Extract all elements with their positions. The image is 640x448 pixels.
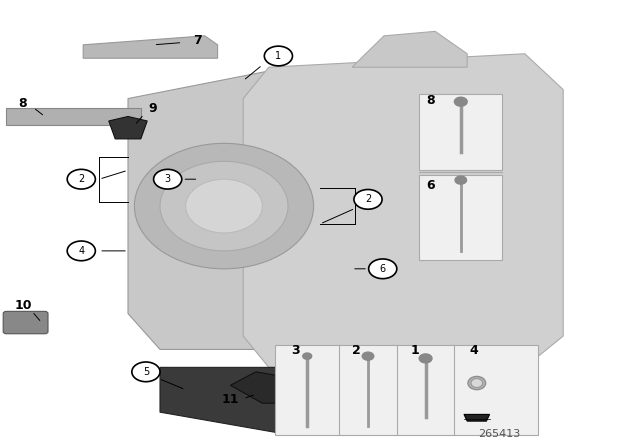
Text: 3: 3 — [164, 174, 171, 184]
Text: 1: 1 — [275, 51, 282, 61]
Circle shape — [303, 353, 312, 359]
Text: 6: 6 — [426, 179, 435, 193]
Circle shape — [160, 161, 288, 251]
Circle shape — [454, 97, 467, 106]
Circle shape — [455, 176, 467, 184]
Text: 4: 4 — [78, 246, 84, 256]
Polygon shape — [243, 54, 563, 367]
Text: 8: 8 — [426, 94, 435, 108]
Polygon shape — [230, 372, 282, 403]
Text: 11: 11 — [221, 393, 239, 406]
Circle shape — [186, 179, 262, 233]
Polygon shape — [6, 108, 141, 125]
Text: 2: 2 — [78, 174, 84, 184]
Circle shape — [134, 143, 314, 269]
Circle shape — [419, 354, 432, 363]
FancyBboxPatch shape — [419, 94, 502, 170]
Circle shape — [67, 241, 95, 261]
Circle shape — [132, 362, 160, 382]
Text: 1: 1 — [410, 344, 419, 357]
Circle shape — [67, 169, 95, 189]
Text: 7: 7 — [193, 34, 202, 47]
Circle shape — [369, 259, 397, 279]
Ellipse shape — [468, 376, 486, 390]
FancyBboxPatch shape — [419, 175, 502, 260]
Polygon shape — [160, 367, 320, 435]
Text: 5: 5 — [143, 367, 149, 377]
FancyBboxPatch shape — [275, 345, 538, 435]
Polygon shape — [464, 414, 490, 421]
Text: 265413: 265413 — [478, 429, 520, 439]
Polygon shape — [83, 36, 218, 58]
Text: 10: 10 — [15, 299, 33, 312]
Text: 9: 9 — [148, 102, 157, 115]
Text: 6: 6 — [380, 264, 386, 274]
Polygon shape — [352, 31, 467, 67]
Circle shape — [154, 169, 182, 189]
Circle shape — [264, 46, 292, 66]
Text: 4: 4 — [469, 344, 478, 357]
Circle shape — [362, 352, 374, 360]
Text: 2: 2 — [352, 344, 361, 357]
Polygon shape — [109, 116, 147, 139]
Text: 8: 8 — [18, 96, 27, 110]
FancyBboxPatch shape — [3, 311, 48, 334]
Polygon shape — [128, 67, 333, 349]
Text: 2: 2 — [365, 194, 371, 204]
Text: 3: 3 — [291, 344, 300, 357]
Circle shape — [354, 190, 382, 209]
Ellipse shape — [471, 379, 483, 388]
